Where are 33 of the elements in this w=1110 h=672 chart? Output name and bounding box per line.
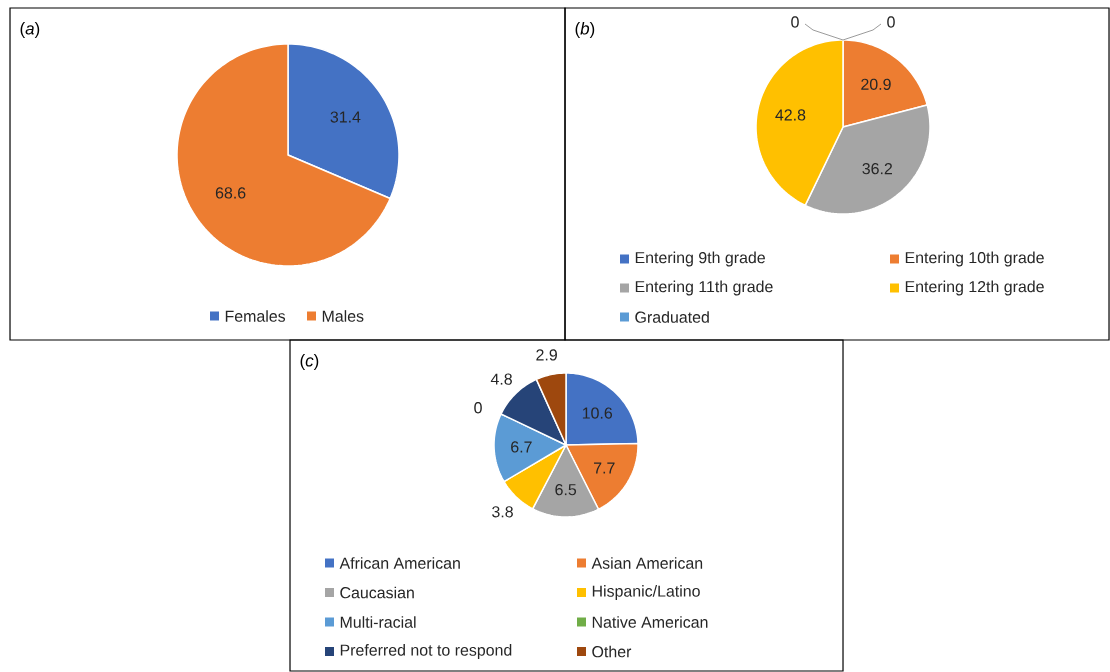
text: 0 xyxy=(474,402,482,414)
legend-label: Graduated xyxy=(635,311,709,323)
data-label: 36.2 xyxy=(862,163,892,175)
legend-label: Asian American xyxy=(591,557,703,569)
legend-label: Other xyxy=(592,645,632,658)
legend-label: Caucasian xyxy=(340,586,414,599)
data-label: 2.9 xyxy=(536,349,557,361)
data-label: 7.7 xyxy=(594,462,615,474)
data-label: 42.8 xyxy=(775,109,806,121)
legend-label: Preferred not to respond xyxy=(340,644,512,659)
data-label: 10.6 xyxy=(582,407,613,419)
data-label: 6.5 xyxy=(555,484,577,496)
legend-label: African American xyxy=(339,557,460,569)
data-label: 3.8 xyxy=(492,506,513,518)
legend-label: Females xyxy=(225,310,286,322)
text: (c) xyxy=(300,354,319,370)
text: (a) xyxy=(20,22,40,38)
data-label: 20.9 xyxy=(861,78,891,90)
legend-label: Entering 9th grade xyxy=(635,251,765,267)
legend-label: Hispanic/Latino xyxy=(592,585,700,600)
legend-label: Multi-racial xyxy=(340,616,416,628)
chart-title: (b) xyxy=(575,22,595,38)
legend-label: Entering 12th grade xyxy=(905,280,1044,296)
legend-label: Native American xyxy=(592,616,708,628)
text: 0 xyxy=(887,16,895,28)
data-label: 6.7 xyxy=(511,441,532,453)
legend-label: Males xyxy=(322,310,364,322)
data-label: 31.4 xyxy=(330,111,361,123)
legend-label: Entering 10th grade xyxy=(905,251,1044,267)
data-label: 4.8 xyxy=(490,373,512,385)
legend-label: Entering 11th grade xyxy=(635,280,773,296)
data-label: 68.6 xyxy=(215,187,246,199)
text: 0 xyxy=(791,16,799,28)
